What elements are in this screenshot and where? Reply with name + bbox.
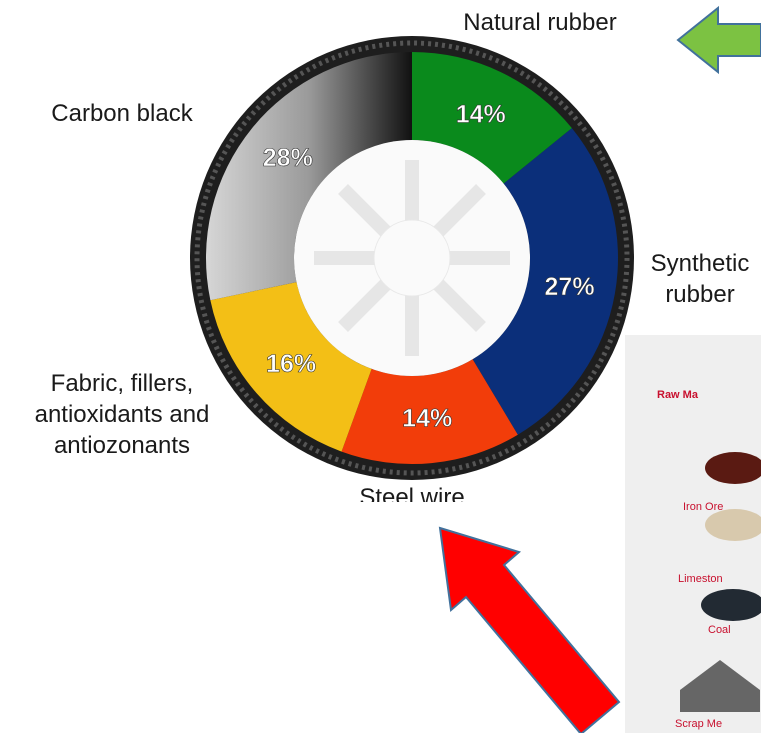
category-label: Fabric, fillers, antioxidants and antiozon…: [35, 370, 210, 459]
segment: [210, 282, 372, 452]
limestone-pile: [705, 509, 761, 541]
labels: 14% Natural rubber 27% Synthetic rubber 14% St…: [35, 9, 750, 511]
value-label: 28%: [263, 144, 313, 172]
segment: [206, 52, 412, 301]
iron-ore-pile: [705, 452, 761, 484]
value-label: 14%: [402, 404, 452, 432]
value-label: 27%: [545, 273, 595, 301]
side-item: Limeston: [678, 573, 723, 585]
segment: [341, 359, 518, 464]
side-title: Raw Ma: [657, 389, 699, 401]
tread: [194, 40, 630, 476]
coal-pile: [701, 589, 761, 621]
segment: [412, 52, 572, 184]
green-arrow: [676, 5, 761, 75]
side-item: Coal: [708, 624, 731, 636]
side-panel: Raw Ma Iron Ore Limeston Coal Scrap Me: [625, 335, 761, 733]
donut-chart: 14% Natural rubber 27% Synthetic rubber 14% St…: [35, 9, 750, 511]
category-label: Synthetic rubber: [651, 250, 750, 308]
value-label: 14%: [456, 101, 506, 129]
scrap-icon: [680, 660, 760, 712]
side-item: Scrap Me: [675, 718, 722, 730]
side-item: Iron Ore: [683, 501, 723, 513]
segment: [472, 128, 618, 435]
category-label: Carbon black: [51, 100, 193, 127]
category-label: Steel wire: [359, 484, 464, 511]
hub: [373, 219, 451, 297]
category-label: Natural rubber: [463, 9, 616, 36]
value-label: 16%: [266, 350, 316, 378]
red-arrow: [438, 526, 621, 733]
segments: [206, 52, 618, 464]
